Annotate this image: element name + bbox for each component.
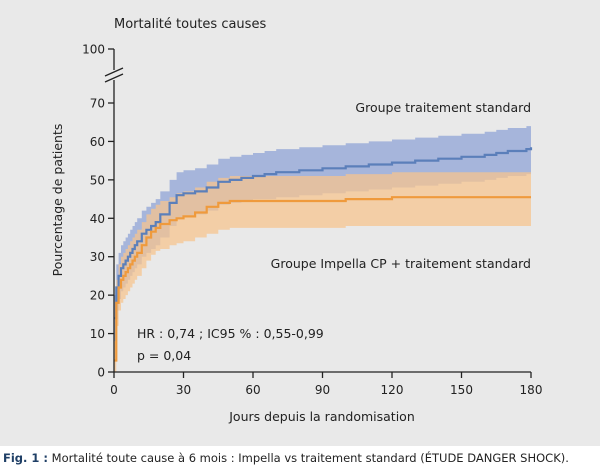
y-tick-label: 100 xyxy=(82,43,105,57)
hazard-ratio-annotation: HR : 0,74 ; IC95 % : 0,55-0,99 xyxy=(137,326,324,341)
x-tick-label: 30 xyxy=(176,383,191,397)
caption-label: Fig. 1 : xyxy=(3,451,49,465)
y-tick-label: 20 xyxy=(90,289,105,303)
x-tick-label: 120 xyxy=(381,383,404,397)
chart-svg: 0 10 20 30 40 50 60 70 100 0 30 60 90 120 150 180 Morta… xyxy=(50,17,543,424)
x-tick-label: 150 xyxy=(450,383,473,397)
chart-title: Mortalité toutes causes xyxy=(114,17,266,32)
x-tick-label: 90 xyxy=(315,383,330,397)
series-line-impella xyxy=(114,196,531,362)
y-tick-label: 10 xyxy=(90,327,105,341)
x-tick-label: 180 xyxy=(520,383,543,397)
figure-caption: Fig. 1 : Mortalité toute cause à 6 mois … xyxy=(3,451,569,465)
x-axis-label: Jours depuis la randomisation xyxy=(228,409,415,424)
y-tick-label: 70 xyxy=(90,97,105,111)
series-label-standard: Groupe traitement standard xyxy=(355,100,531,115)
y-tick-label: 0 xyxy=(97,366,105,380)
series-line-standard xyxy=(114,147,533,320)
y-tick-label: 50 xyxy=(90,173,105,187)
p-value-annotation: p = 0,04 xyxy=(137,348,191,363)
y-axis-label: Pourcentage de patients xyxy=(50,124,65,277)
y-tick-label: 60 xyxy=(90,135,105,149)
caption-text: Mortalité toute cause à 6 mois : Impella… xyxy=(48,451,569,465)
chart-figure: 0 10 20 30 40 50 60 70 100 0 30 60 90 120 150 180 Morta… xyxy=(0,0,600,446)
y-tick-label: 40 xyxy=(90,212,105,226)
x-tick-label: 0 xyxy=(110,383,118,397)
x-tick-label: 60 xyxy=(245,383,260,397)
confidence-band-impella xyxy=(114,172,531,372)
axis-break-mark-upper xyxy=(104,67,124,77)
y-tick-label: 30 xyxy=(90,250,105,264)
series-label-impella: Groupe Impella CP + traitement standard xyxy=(271,256,531,271)
axis-break-mark-lower xyxy=(104,73,124,83)
